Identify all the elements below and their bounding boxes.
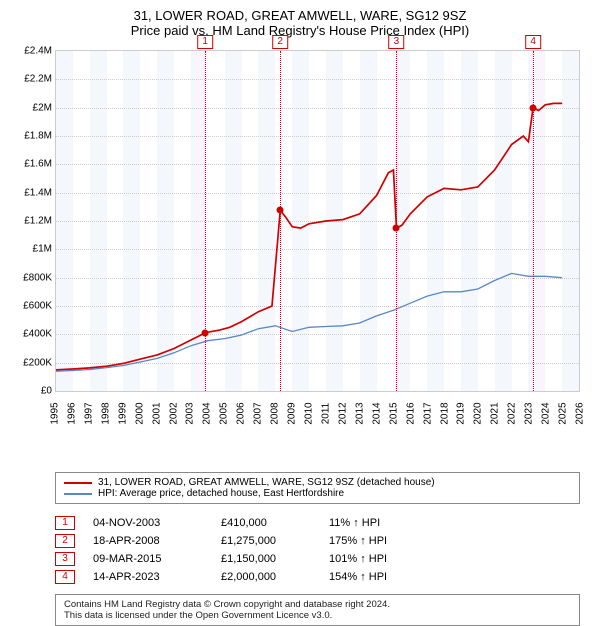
event-price: £2,000,000 (221, 571, 311, 583)
x-tick-label: 2018 (439, 402, 450, 424)
event-price: £410,000 (221, 517, 311, 529)
legend-row-hpi: HPI: Average price, detached house, East… (64, 488, 571, 499)
event-marker-badge: 4 (525, 35, 541, 49)
x-tick-label: 2022 (507, 402, 518, 424)
event-pct: 154% ↑ HPI (329, 571, 439, 583)
footer-line-2: This data is licensed under the Open Gov… (64, 610, 571, 621)
chart-plot-area: £0£200K£400K£600K£800K£1M£1.2M£1.4M£1.6M… (55, 50, 580, 392)
x-tick-label: 2023 (524, 402, 535, 424)
chart-svg (56, 51, 579, 391)
event-line (280, 51, 281, 391)
event-row: 3 09-MAR-2015 £1,150,000 101% ↑ HPI (55, 550, 580, 568)
event-line (396, 51, 397, 391)
legend-label-hpi: HPI: Average price, detached house, East… (98, 488, 344, 499)
event-row: 2 18-APR-2008 £1,275,000 175% ↑ HPI (55, 532, 580, 550)
legend-label-property: 31, LOWER ROAD, GREAT AMWELL, WARE, SG12… (98, 477, 435, 488)
y-tick-label: £600K (23, 301, 52, 312)
footer-line-1: Contains HM Land Registry data © Crown c… (64, 599, 571, 610)
x-tick-label: 1997 (83, 402, 94, 424)
y-tick-label: £400K (23, 329, 52, 340)
event-price: £1,275,000 (221, 535, 311, 547)
event-date: 14-APR-2023 (93, 571, 203, 583)
x-tick-label: 2024 (541, 402, 552, 424)
x-tick-label: 2006 (236, 402, 247, 424)
events-table: 1 04-NOV-2003 £410,000 11% ↑ HPI 2 18-AP… (55, 514, 580, 586)
x-axis: 1995199619971998199920002001200220032004… (55, 392, 580, 428)
event-row: 1 04-NOV-2003 £410,000 11% ↑ HPI (55, 514, 580, 532)
x-tick-label: 1998 (100, 402, 111, 424)
x-tick-label: 1995 (50, 402, 61, 424)
x-tick-label: 2026 (575, 402, 586, 424)
event-pct: 175% ↑ HPI (329, 535, 439, 547)
x-tick-label: 2003 (185, 402, 196, 424)
series-line-hpi (56, 273, 562, 371)
footer-attribution: Contains HM Land Registry data © Crown c… (55, 594, 580, 626)
event-price: £1,150,000 (221, 553, 311, 565)
event-pct: 11% ↑ HPI (329, 517, 439, 529)
title-subtitle: Price paid vs. HM Land Registry's House … (0, 23, 600, 38)
x-tick-label: 2013 (354, 402, 365, 424)
y-tick-label: £1.6M (24, 159, 52, 170)
title-block: 31, LOWER ROAD, GREAT AMWELL, WARE, SG12… (0, 0, 600, 42)
x-tick-label: 2012 (337, 402, 348, 424)
x-tick-label: 2005 (219, 402, 230, 424)
event-marker-dot (277, 207, 284, 214)
x-tick-label: 2008 (270, 402, 281, 424)
y-tick-label: £800K (23, 272, 52, 283)
event-marker-badge: 2 (272, 35, 288, 49)
legend: 31, LOWER ROAD, GREAT AMWELL, WARE, SG12… (55, 472, 580, 504)
legend-swatch-hpi (64, 493, 92, 495)
legend-row-property: 31, LOWER ROAD, GREAT AMWELL, WARE, SG12… (64, 477, 571, 488)
event-marker-dot (530, 104, 537, 111)
event-line (205, 51, 206, 391)
event-badge: 2 (55, 534, 75, 548)
x-tick-label: 2017 (422, 402, 433, 424)
event-badge: 1 (55, 516, 75, 530)
x-tick-label: 1999 (117, 402, 128, 424)
event-line (533, 51, 534, 391)
x-tick-label: 2000 (134, 402, 145, 424)
y-tick-label: £1.2M (24, 216, 52, 227)
title-address: 31, LOWER ROAD, GREAT AMWELL, WARE, SG12… (0, 8, 600, 23)
x-tick-label: 1996 (66, 402, 77, 424)
x-tick-label: 2016 (405, 402, 416, 424)
y-tick-label: £0 (41, 386, 52, 397)
y-tick-label: £2M (33, 102, 52, 113)
x-tick-label: 2009 (287, 402, 298, 424)
x-tick-label: 2001 (151, 402, 162, 424)
x-tick-label: 2011 (320, 403, 331, 425)
event-date: 09-MAR-2015 (93, 553, 203, 565)
series-line-property (56, 103, 562, 369)
x-tick-label: 2020 (473, 402, 484, 424)
event-pct: 101% ↑ HPI (329, 553, 439, 565)
x-tick-label: 2014 (371, 402, 382, 424)
x-tick-label: 2019 (456, 402, 467, 424)
x-tick-label: 2021 (490, 402, 501, 424)
event-badge: 4 (55, 570, 75, 584)
event-marker-dot (202, 329, 209, 336)
event-date: 18-APR-2008 (93, 535, 203, 547)
y-tick-label: £200K (23, 357, 52, 368)
event-badge: 3 (55, 552, 75, 566)
x-tick-label: 2004 (202, 402, 213, 424)
y-tick-label: £2.2M (24, 74, 52, 85)
event-date: 04-NOV-2003 (93, 517, 203, 529)
x-tick-label: 2002 (168, 402, 179, 424)
x-tick-label: 2010 (304, 402, 315, 424)
chart-container: 31, LOWER ROAD, GREAT AMWELL, WARE, SG12… (0, 0, 600, 620)
event-marker-badge: 1 (197, 35, 213, 49)
legend-swatch-property (64, 482, 92, 484)
x-tick-label: 2015 (388, 402, 399, 424)
y-tick-label: £1M (33, 244, 52, 255)
event-marker-dot (393, 225, 400, 232)
x-tick-label: 2025 (558, 402, 569, 424)
y-tick-label: £2.4M (24, 46, 52, 57)
event-row: 4 14-APR-2023 £2,000,000 154% ↑ HPI (55, 568, 580, 586)
x-tick-label: 2007 (253, 402, 264, 424)
y-tick-label: £1.8M (24, 131, 52, 142)
y-tick-label: £1.4M (24, 187, 52, 198)
event-marker-badge: 3 (389, 35, 405, 49)
